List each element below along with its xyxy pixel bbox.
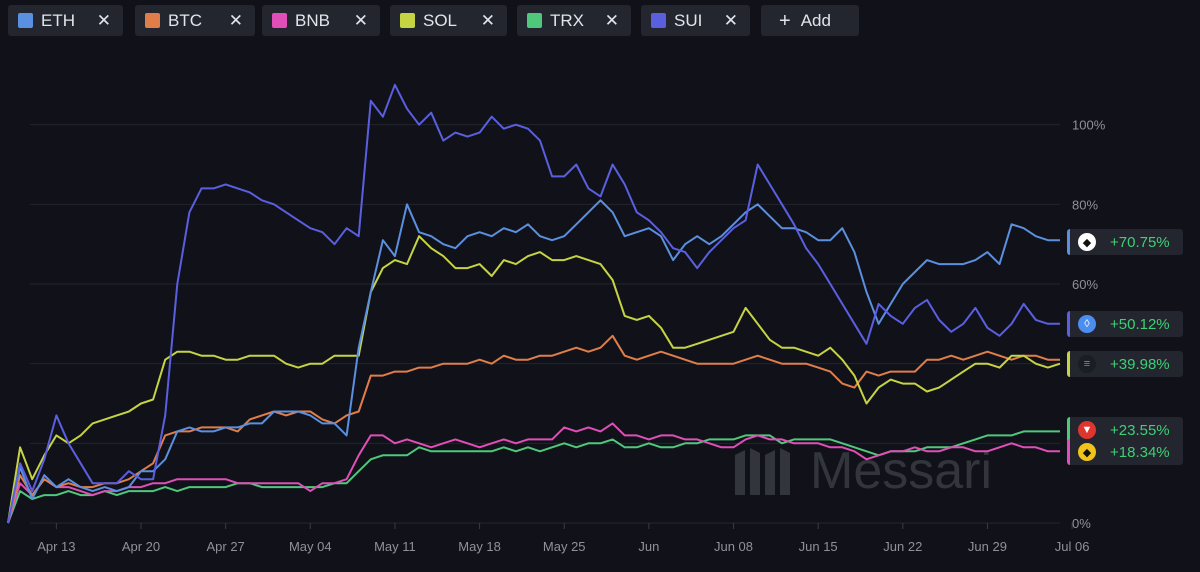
close-icon[interactable]: ✕ <box>480 10 495 30</box>
btc-swatch <box>145 13 160 28</box>
y-tick-label: 80% <box>1072 197 1098 212</box>
x-tick-label: Apr 13 <box>37 539 75 554</box>
eth-change-value: +70.75% <box>1110 233 1170 251</box>
grid-lines <box>30 124 1060 524</box>
chip-bnb[interactable]: BNB ✕ <box>262 5 380 36</box>
x-axis: Apr 13 Apr 20 Apr 27 May 04 May 11 May 18 May … <box>37 523 1089 554</box>
series-line-btc <box>7 334 1060 524</box>
x-tick-label: Jul 06 <box>1055 539 1090 554</box>
chip-label: SUI <box>674 10 703 30</box>
plus-icon: + <box>779 9 791 32</box>
close-icon[interactable]: ✕ <box>723 10 738 30</box>
sol-swatch <box>400 13 415 28</box>
x-tick-label: May 18 <box>458 539 501 554</box>
series-lines <box>7 83 1061 524</box>
bnb-change-value: +18.34% <box>1110 443 1170 461</box>
close-icon[interactable]: ✕ <box>604 10 619 30</box>
x-tick-label: Jun 15 <box>799 539 838 554</box>
chip-label: SOL <box>423 10 458 30</box>
x-tick-label: May 11 <box>374 539 416 554</box>
x-tick-label: Jun 29 <box>968 539 1007 554</box>
series-line-sui <box>7 83 1060 524</box>
value-tag-eth: ◆ +70.75% <box>1067 229 1183 255</box>
value-tag-sui: ◊ +50.12% <box>1067 311 1183 337</box>
x-tick-label: Apr 27 <box>206 539 244 554</box>
bnb-icon: ◆ <box>1078 443 1096 461</box>
chip-sol[interactable]: SOL ✕ <box>390 5 507 36</box>
sui-icon: ◊ <box>1078 315 1096 333</box>
add-asset-button[interactable]: + Add <box>761 5 859 36</box>
close-icon[interactable]: ✕ <box>353 10 368 30</box>
series-line-eth <box>7 199 1060 524</box>
close-icon[interactable]: ✕ <box>228 10 243 30</box>
chip-eth[interactable]: ETH ✕ <box>8 5 123 36</box>
trx-swatch <box>527 13 542 28</box>
value-tag-sol: ≡ +39.98% <box>1067 351 1183 377</box>
add-label: Add <box>800 10 831 30</box>
y-tick-label: 0% <box>1072 516 1091 531</box>
sol-change-value: +39.98% <box>1110 355 1170 373</box>
y-tick-label: 60% <box>1072 277 1098 292</box>
chip-sui[interactable]: SUI ✕ <box>641 5 750 36</box>
chip-label: TRX <box>550 10 584 30</box>
x-tick-label: May 04 <box>289 539 332 554</box>
chip-btc[interactable]: BTC ✕ <box>135 5 255 36</box>
x-tick-label: Apr 20 <box>122 539 160 554</box>
watermark-logo <box>735 448 790 495</box>
series-line-sol <box>7 235 1061 524</box>
trx-change-value: +23.55% <box>1110 421 1170 439</box>
value-tag-trx: ▼ +23.55% <box>1067 417 1183 443</box>
chip-label: BNB <box>295 10 330 30</box>
chip-label: ETH <box>41 10 75 30</box>
eth-swatch <box>18 13 33 28</box>
value-tag-bnb: ◆ +18.34% <box>1067 439 1183 465</box>
chip-label: BTC <box>168 10 202 30</box>
x-tick-label: Jun 08 <box>714 539 753 554</box>
chip-trx[interactable]: TRX ✕ <box>517 5 631 36</box>
x-tick-label: May 25 <box>543 539 586 554</box>
close-icon[interactable]: ✕ <box>96 10 111 30</box>
trx-icon: ▼ <box>1078 421 1096 439</box>
sui-change-value: +50.12% <box>1110 315 1170 333</box>
x-tick-label: Jun <box>638 539 659 554</box>
y-tick-label: 100% <box>1072 118 1106 133</box>
sui-swatch <box>651 13 666 28</box>
bnb-swatch <box>272 13 287 28</box>
x-tick-label: Jun 22 <box>883 539 922 554</box>
eth-icon: ◆ <box>1078 233 1096 251</box>
sol-icon: ≡ <box>1078 355 1096 373</box>
series-line-bnb <box>7 422 1060 524</box>
